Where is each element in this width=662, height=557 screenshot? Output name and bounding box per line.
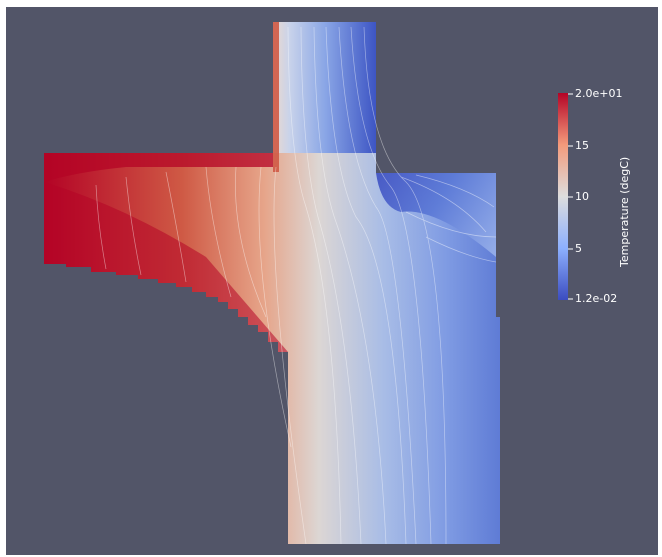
render-viewport[interactable]: 2.0e+01 15 10 5 1.2e-02 Temperature (deg… bbox=[6, 7, 658, 555]
temperature-field bbox=[44, 22, 573, 545]
colorbar-tick-min: 1.2e-02 bbox=[575, 292, 618, 305]
hot-region bbox=[44, 153, 273, 182]
colorbar-ticks bbox=[568, 93, 573, 300]
colorbar-title: Temperature (degC) bbox=[618, 156, 631, 267]
colorbar-gradient bbox=[558, 93, 568, 300]
colorbar-tick-5: 5 bbox=[575, 242, 582, 255]
colorbar-tick-10: 10 bbox=[575, 190, 589, 203]
isotherm-lines bbox=[95, 26, 497, 545]
colorbar-tick-15: 15 bbox=[575, 139, 589, 152]
cold-region bbox=[376, 173, 496, 257]
colorbar-tick-max: 2.0e+01 bbox=[575, 87, 623, 100]
domain-body bbox=[44, 22, 500, 544]
